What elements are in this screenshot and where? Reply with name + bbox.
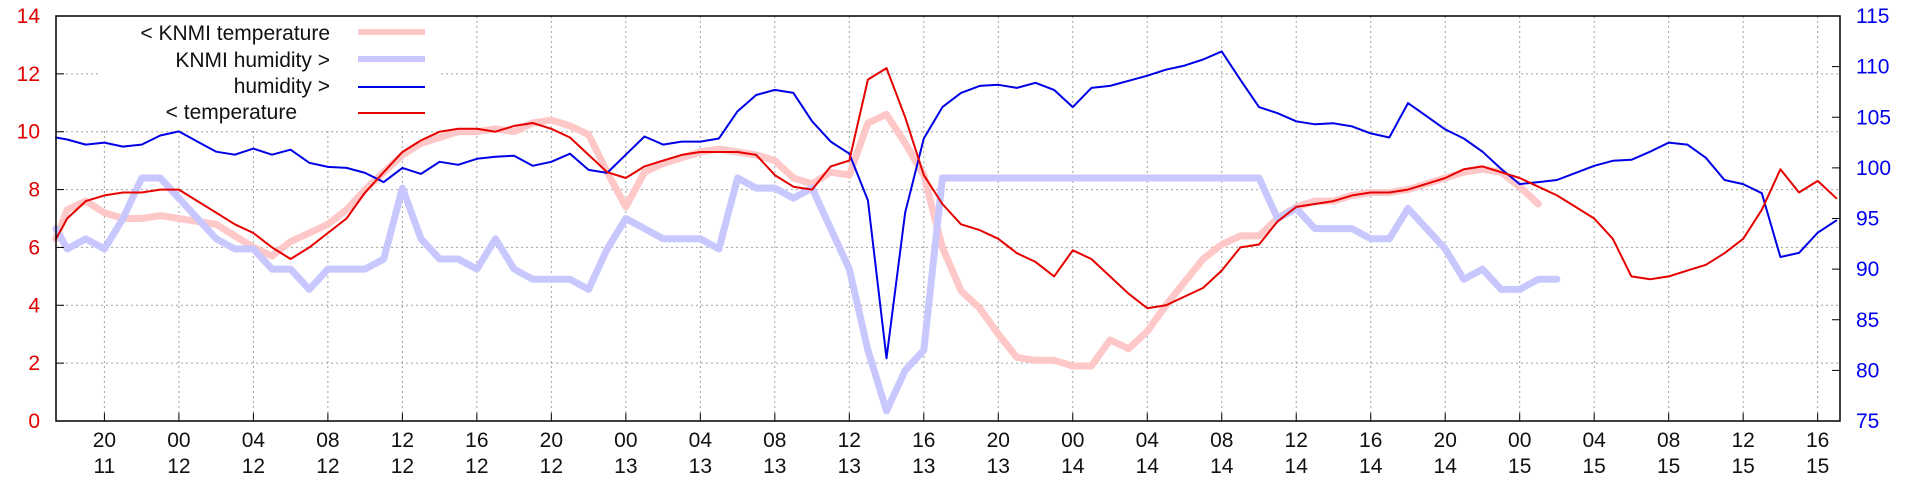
x-axis-tick-label-day: 12 — [316, 455, 339, 478]
x-axis-tick-label-hour: 08 — [316, 429, 339, 452]
x-axis-tick-label-hour: 20 — [93, 429, 116, 452]
left-axis-tick-label: 2 — [28, 352, 40, 375]
x-axis-tick-label-day: 12 — [391, 455, 414, 478]
x-axis-tick-label-day: 12 — [242, 455, 265, 478]
x-axis-tick-label-hour: 04 — [689, 429, 713, 452]
x-axis-tick-label-day: 14 — [1285, 455, 1309, 478]
x-axis-tick-label-day: 12 — [465, 455, 488, 478]
x-axis-tick-label-day: 15 — [1583, 455, 1606, 478]
x-axis-tick-label-hour: 12 — [1731, 429, 1754, 452]
x-axis-tick-label-hour: 20 — [987, 429, 1010, 452]
x-axis-tick-label-day: 15 — [1657, 455, 1680, 478]
x-axis-tick-label-day: 13 — [838, 455, 861, 478]
left-axis-tick-label: 4 — [28, 294, 40, 317]
x-axis-tick-label-hour: 16 — [1806, 429, 1829, 452]
legend-label-knmi-humidity: KNMI humidity > — [175, 49, 330, 72]
x-axis-tick-label-day: 15 — [1508, 455, 1531, 478]
legend-label-humidity: humidity > — [234, 75, 330, 98]
x-axis-tick-label-day: 14 — [1434, 455, 1458, 478]
x-axis-tick-label-hour: 12 — [1285, 429, 1308, 452]
left-axis-tick-label: 6 — [28, 236, 40, 259]
x-axis-tick-label-hour: 16 — [465, 429, 488, 452]
x-axis-tick-label-hour: 04 — [1136, 429, 1160, 452]
left-axis-tick-label: 14 — [17, 5, 41, 28]
x-axis-tick-label-hour: 12 — [838, 429, 861, 452]
x-axis-tick-label-hour: 12 — [391, 429, 414, 452]
x-axis-tick-label-day: 14 — [1359, 455, 1383, 478]
right-axis-tick-label: 75 — [1856, 410, 1879, 433]
right-axis-tick-label: 100 — [1856, 157, 1891, 180]
x-axis-tick-label-day: 13 — [987, 455, 1010, 478]
x-axis-tick-label-day: 15 — [1806, 455, 1829, 478]
x-axis-tick-label-hour: 16 — [912, 429, 935, 452]
x-axis-tick-label-day: 14 — [1136, 455, 1160, 478]
legend: < KNMI temperature KNMI humidity > humid… — [100, 14, 440, 130]
x-axis-tick-label-hour: 08 — [1657, 429, 1680, 452]
x-axis-tick-label-day: 11 — [94, 455, 116, 478]
x-axis-tick-label-hour: 00 — [614, 429, 637, 452]
left-axis-tick-label: 12 — [17, 63, 40, 86]
x-axis-tick-label-hour: 08 — [763, 429, 786, 452]
right-axis-tick-label: 80 — [1856, 359, 1879, 382]
x-axis-tick-label-day: 12 — [167, 455, 190, 478]
right-axis-tick-label: 90 — [1856, 258, 1879, 281]
left-axis-tick-label: 0 — [28, 410, 40, 433]
x-axis-tick-label-hour: 20 — [1434, 429, 1457, 452]
x-axis-tick-label-hour: 16 — [1359, 429, 1382, 452]
x-axis-tick-label-day: 14 — [1061, 455, 1085, 478]
x-axis-tick-label-hour: 04 — [1583, 429, 1607, 452]
x-axis-tick-label-day: 13 — [763, 455, 786, 478]
series-line-knmi-humidity — [52, 174, 1561, 415]
x-axis-tick-label-hour: 00 — [1508, 429, 1531, 452]
x-axis-tick-label-day: 12 — [540, 455, 563, 478]
x-axis-tick-label-hour: 00 — [167, 429, 190, 452]
right-axis-tick-label: 85 — [1856, 309, 1879, 332]
series-lines — [52, 50, 1838, 415]
right-axis-tick-label: 95 — [1856, 208, 1879, 231]
right-axis-tick-label: 115 — [1856, 5, 1889, 28]
x-axis-tick-label-hour: 20 — [540, 429, 563, 452]
x-axis-tick-label-day: 13 — [912, 455, 935, 478]
right-axis-tick-label: 105 — [1856, 106, 1891, 129]
legend-label-temperature: < temperature — [166, 101, 297, 124]
x-axis-tick-label-day: 15 — [1731, 455, 1754, 478]
x-axis-tick-label-hour: 00 — [1061, 429, 1084, 452]
x-axis-tick-label-day: 13 — [689, 455, 712, 478]
right-axis-tick-label: 110 — [1856, 56, 1889, 79]
axes: 0 2 4 6 8 10 12 14 75 80 85 90 95 100 105 110 115 20 11 00 1… — [17, 5, 1891, 478]
series-line-humidity — [55, 50, 1838, 360]
x-axis-tick-label-day: 14 — [1210, 455, 1234, 478]
x-axis-tick-label-day: 13 — [614, 455, 637, 478]
left-axis-tick-label: 8 — [28, 179, 40, 202]
series-line-temperature — [55, 67, 1838, 310]
legend-label-knmi-temperature: < KNMI temperature — [140, 22, 330, 45]
left-axis-tick-label: 10 — [17, 121, 40, 144]
x-axis-tick-label-hour: 04 — [242, 429, 266, 452]
x-axis-tick-label-hour: 08 — [1210, 429, 1233, 452]
